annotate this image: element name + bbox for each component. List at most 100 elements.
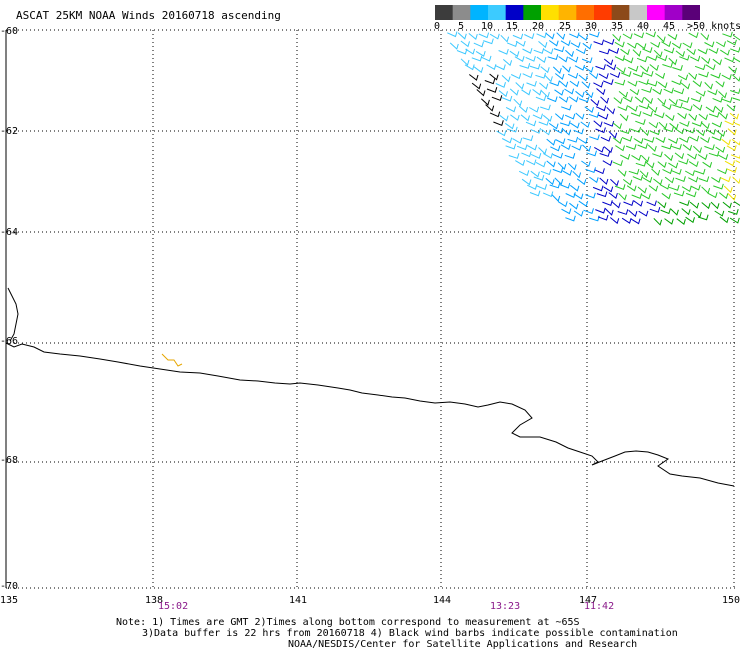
- wind-barb: [540, 105, 550, 110]
- pass-time-1: 15:02: [158, 601, 188, 613]
- wind-barb: [598, 215, 608, 220]
- wind-barb: [689, 32, 698, 37]
- wind-barb: [643, 177, 652, 182]
- wind-barb: [709, 151, 719, 156]
- wind-barb: [633, 50, 641, 56]
- wind-barb: [658, 202, 666, 208]
- wind-barb: [654, 218, 662, 224]
- wind-barb: [544, 49, 553, 54]
- wind-barb: [594, 147, 603, 152]
- wind-barb: [661, 209, 671, 214]
- wind-barb: [469, 75, 478, 81]
- wind-barb: [722, 74, 732, 79]
- pass-time-2: 13:23: [490, 601, 520, 613]
- wind-barb: [543, 192, 553, 197]
- wind-barb: [631, 219, 640, 224]
- wind-barb: [607, 107, 615, 113]
- wind-barb: [658, 98, 666, 104]
- wind-barb: [681, 83, 690, 89]
- wind-barb: [727, 167, 737, 172]
- wind-barb: [596, 106, 606, 111]
- wind-barb: [716, 131, 725, 137]
- legend-label-45: 45: [663, 21, 675, 33]
- wind-barb: [619, 91, 628, 97]
- wind-barb: [461, 41, 470, 46]
- wind-barb: [493, 120, 503, 125]
- wind-barb: [671, 144, 681, 149]
- wind-barb: [589, 177, 598, 182]
- wind-barb: [490, 74, 499, 80]
- wind-barb: [635, 119, 645, 124]
- graticule: [6, 30, 735, 588]
- wind-barb: [533, 114, 543, 119]
- wind-barb: [593, 186, 603, 191]
- wind-barb: [700, 137, 709, 142]
- wind-barb: [690, 56, 700, 61]
- wind-barb: [465, 65, 474, 70]
- wind-barb: [559, 57, 568, 62]
- wind-barb: [626, 144, 636, 149]
- wind-barb: [522, 179, 531, 184]
- wind-barb: [594, 40, 604, 45]
- wind-barb: [553, 67, 561, 73]
- wind-barb: [641, 129, 649, 135]
- wind-barb: [578, 138, 587, 143]
- wind-barb: [728, 209, 738, 214]
- legend-label-25: 25: [559, 21, 571, 33]
- wind-barb: [627, 43, 636, 48]
- wind-barb: [593, 82, 603, 87]
- wind-barb: [474, 67, 483, 73]
- wind-barb: [624, 200, 634, 205]
- wind-barb: [670, 123, 679, 129]
- wind-barb: [634, 201, 643, 206]
- wind-barb: [687, 154, 696, 159]
- wind-barb: [476, 51, 485, 56]
- wind-barb: [716, 147, 725, 152]
- wind-barb: [531, 128, 541, 133]
- legend-label-40: 40: [637, 21, 649, 33]
- wind-barb: [730, 113, 739, 119]
- antarctic-coastline: [6, 343, 734, 486]
- wind-speed-legend: [435, 5, 700, 21]
- wind-barb-coast: [162, 354, 182, 366]
- wind-barb: [502, 96, 512, 101]
- wind-barb: [652, 169, 660, 175]
- wind-barb: [547, 139, 555, 145]
- wind-barb: [639, 211, 648, 216]
- wind-barb: [479, 33, 489, 38]
- wind-barb: [585, 91, 593, 97]
- lon-label-135: 135: [0, 595, 18, 607]
- wind-barb: [566, 192, 576, 197]
- wind-barb: [527, 81, 537, 86]
- wind-barb: [605, 209, 613, 215]
- wind-barb: [621, 49, 630, 54]
- wind-barb: [526, 121, 536, 126]
- wind-barb: [652, 152, 662, 157]
- wind-barb: [529, 107, 538, 112]
- wind-barb: [537, 184, 547, 189]
- wind-barb: [648, 145, 656, 151]
- wind-barb: [657, 35, 665, 41]
- wind-barb: [698, 154, 707, 159]
- wind-barb: [587, 151, 597, 156]
- wind-barb: [555, 74, 564, 80]
- wind-barb: [655, 73, 664, 78]
- wind-barb: [509, 153, 519, 158]
- wind-barb: [689, 73, 697, 79]
- wind-barb: [582, 82, 590, 88]
- wind-barb: [458, 33, 466, 39]
- wind-barb: [731, 153, 740, 158]
- wind-barb: [638, 143, 648, 148]
- wind-barb: [565, 50, 573, 56]
- wind-barb: [724, 186, 732, 192]
- wind-barb: [477, 90, 485, 96]
- wind-barb: [572, 145, 582, 150]
- wind-barb: [570, 81, 579, 86]
- wind-barb: [676, 176, 686, 181]
- wind-barb: [728, 129, 736, 135]
- wind-barb: [689, 136, 699, 141]
- wind-barb: [523, 136, 533, 141]
- wind-barb: [549, 41, 558, 46]
- wind-barb: [649, 186, 658, 191]
- wind-barb: [612, 202, 620, 208]
